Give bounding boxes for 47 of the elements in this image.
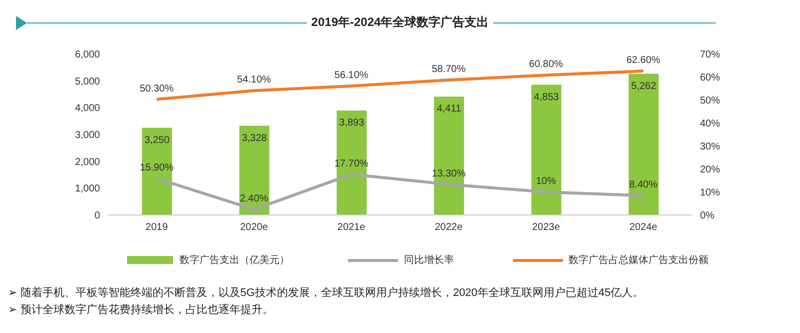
y-tick-label: 5,000 (74, 76, 100, 88)
data-label: 10% (536, 176, 556, 187)
bar (628, 74, 659, 215)
y2-tick-label: 60% (700, 72, 720, 84)
y-tick-label: 2,000 (74, 156, 100, 168)
y2-tick-label: 10% (700, 188, 720, 199)
x-tick-label: 2019 (146, 222, 168, 234)
data-label: 8.40% (629, 180, 658, 191)
data-label: 3,893 (339, 118, 365, 129)
bar (531, 84, 562, 215)
y2-tick-label: 50% (700, 96, 720, 107)
data-label: 4,853 (534, 92, 560, 103)
x-tick-label: 2023e (532, 222, 560, 234)
y-tick-label: 1,000 (74, 184, 100, 195)
bar (142, 128, 172, 215)
bar (336, 110, 367, 215)
y2-tick-label: 20% (700, 164, 720, 176)
x-tick-label: 2020e (240, 222, 268, 234)
data-label: 56.10% (334, 70, 368, 81)
data-label: 4,411 (436, 104, 462, 115)
data-label: 62.60% (626, 55, 660, 66)
y2-tick-label: 30% (700, 142, 720, 153)
data-label: 3,328 (242, 132, 268, 144)
text: ➢ 预计全球数字广告花费持续增长，占比也逐年提升。 (8, 302, 274, 318)
x-tick-label: 2022e (434, 222, 464, 234)
chart-title: 2019年-2024年全球数字广告支出 (307, 15, 493, 29)
bar (434, 96, 464, 215)
x-tick-label: 2024e (629, 222, 658, 234)
y-tick-label: 4,000 (74, 103, 100, 114)
data-label: 58.70% (432, 64, 466, 75)
legend-label: 数字广告占总媒体广告支出份额 (568, 254, 709, 267)
y-tick-label: 0 (94, 210, 100, 222)
data-label: 5,262 (631, 80, 657, 92)
legend-label: 数字广告支出（亿美元） (179, 254, 290, 267)
legend-label: 同比增长率 (404, 254, 454, 267)
y2-tick-label: 0% (700, 210, 715, 222)
data-label: 2.40% (240, 193, 268, 204)
y2-tick-label: 70% (700, 50, 720, 61)
y2-tick-label: 40% (700, 118, 720, 130)
y-tick-label: 6,000 (74, 50, 100, 61)
x-tick-label: 2021e (337, 222, 366, 234)
data-label: 3,250 (144, 134, 170, 146)
data-label: 50.30% (140, 83, 174, 94)
data-label: 60.80% (529, 59, 564, 70)
text: ➢ 随着手机、平板等智能终端的不断普及，以及5G技术的发展，全球互联网用户持续增长，2020年全球互联网用户已超过45亿人。 (8, 286, 645, 301)
data-label: 54.10% (237, 74, 272, 86)
y-tick-label: 3,000 (74, 130, 100, 142)
